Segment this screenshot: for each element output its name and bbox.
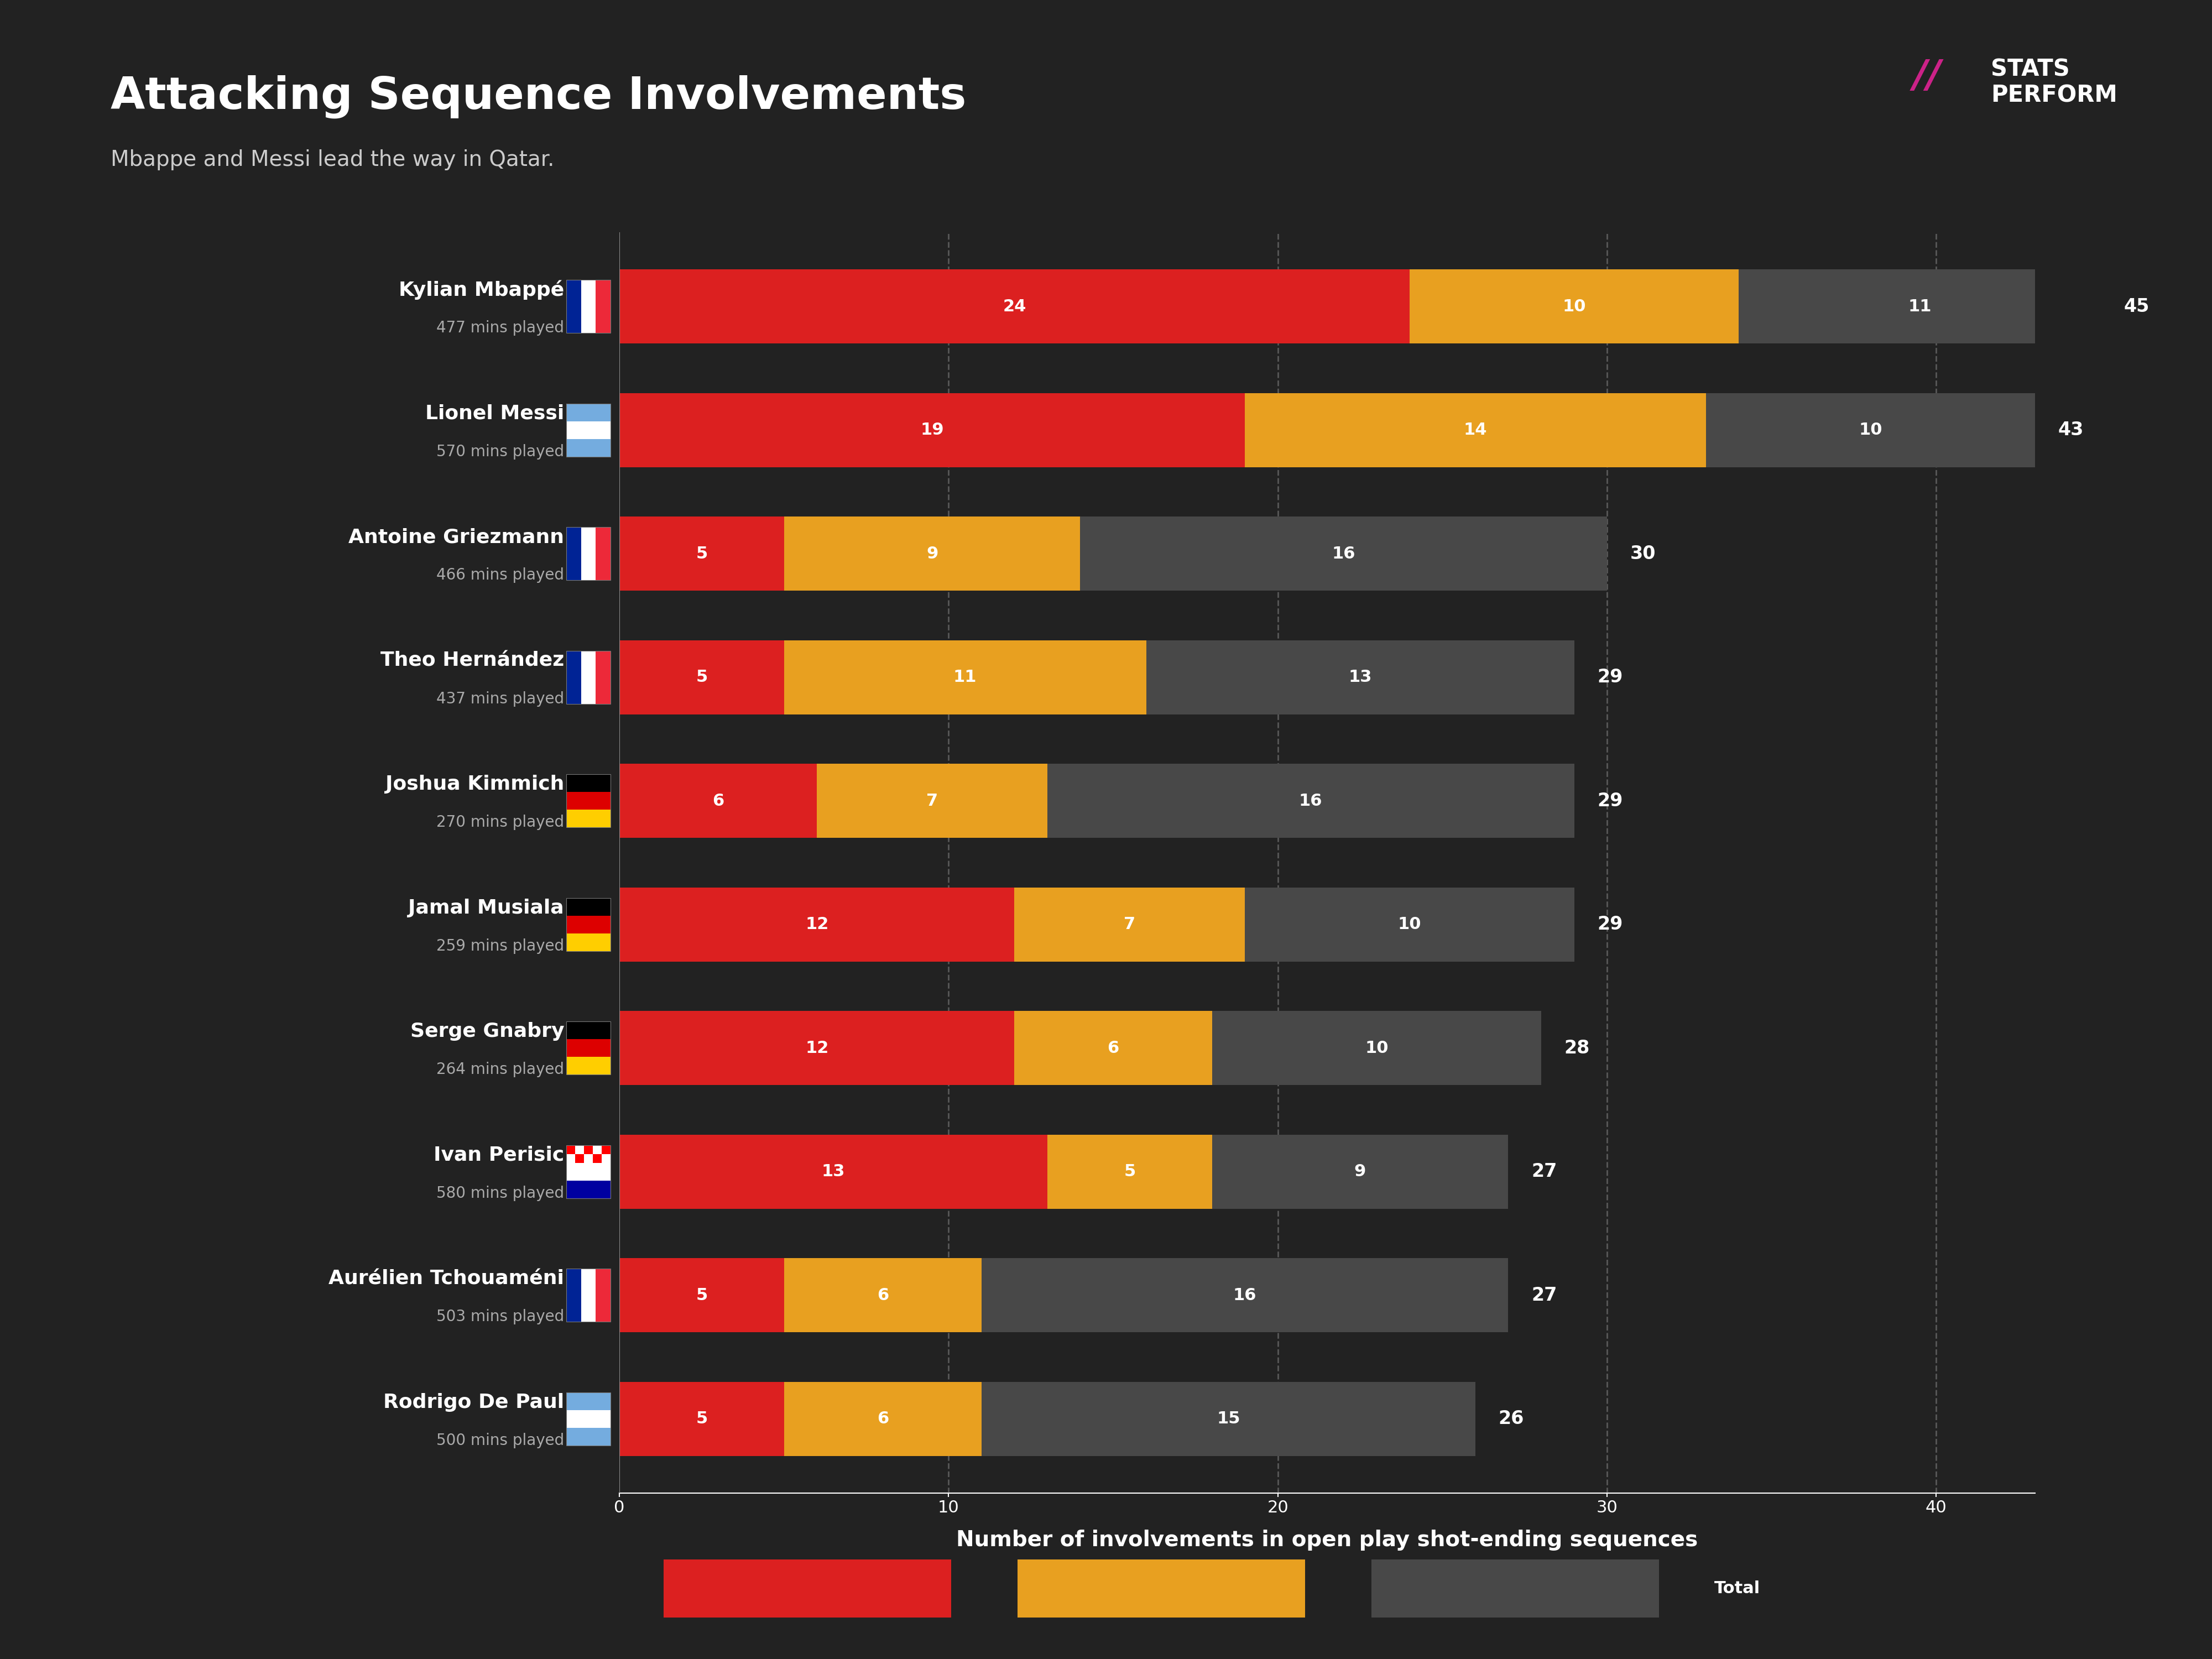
Text: 570 mins played: 570 mins played: [436, 445, 564, 460]
Bar: [619, 1135, 1046, 1209]
Text: 5: 5: [697, 1287, 708, 1304]
Bar: [619, 269, 1409, 343]
Text: 437 mins played: 437 mins played: [436, 692, 564, 707]
Text: 9: 9: [927, 546, 938, 562]
Text: STATS
PERFORM: STATS PERFORM: [1991, 58, 2117, 108]
Text: 16: 16: [1298, 793, 1323, 810]
Bar: [783, 1258, 982, 1332]
Text: Rodrigo De Paul: Rodrigo De Paul: [383, 1394, 564, 1412]
Text: Kylian Mbappé: Kylian Mbappé: [398, 280, 564, 300]
Bar: [619, 640, 783, 715]
Text: Jamal Musiala: Jamal Musiala: [409, 899, 564, 917]
Text: Theo Hernández: Theo Hernández: [380, 652, 564, 670]
Text: 503 mins played: 503 mins played: [436, 1309, 564, 1324]
Bar: [619, 1382, 783, 1457]
Bar: [816, 763, 1046, 838]
Text: 27: 27: [1531, 1286, 1557, 1304]
Text: 10: 10: [1398, 916, 1422, 932]
Text: 264 mins played: 264 mins played: [436, 1062, 564, 1077]
Text: Serge Gnabry: Serge Gnabry: [409, 1022, 564, 1040]
Text: 500 mins played: 500 mins played: [436, 1433, 564, 1448]
Bar: [1245, 393, 1705, 468]
Text: 5: 5: [697, 546, 708, 562]
Bar: [619, 393, 1245, 468]
Bar: [1015, 1010, 1212, 1085]
Text: Aurélien Tchouaméni: Aurélien Tchouaméni: [330, 1269, 564, 1287]
Text: Joshua Kimmich: Joshua Kimmich: [385, 775, 564, 793]
Text: 24: 24: [1002, 299, 1026, 315]
Text: 12: 12: [805, 1040, 830, 1057]
Text: 6: 6: [1108, 1040, 1119, 1057]
Text: 29: 29: [1597, 669, 1624, 687]
Bar: [1705, 393, 2035, 468]
Text: Chance created: Chance created: [1088, 1581, 1234, 1596]
Bar: [783, 516, 1079, 591]
Text: 11: 11: [1909, 299, 1931, 315]
Text: 19: 19: [920, 421, 945, 438]
Text: Build up to shot: Build up to shot: [1440, 1581, 1590, 1596]
Text: 13: 13: [821, 1163, 845, 1180]
Bar: [982, 1258, 1509, 1332]
Text: 12: 12: [805, 916, 830, 932]
Text: 466 mins played: 466 mins played: [436, 567, 564, 582]
Bar: [1409, 269, 1739, 343]
Text: 29: 29: [1597, 916, 1624, 934]
Text: 45: 45: [2124, 297, 2150, 315]
Text: 43: 43: [2057, 421, 2084, 440]
Text: 10: 10: [1365, 1040, 1389, 1057]
Bar: [619, 1258, 783, 1332]
Text: 13: 13: [1349, 669, 1371, 685]
Bar: [1015, 888, 1245, 962]
Text: 9: 9: [1354, 1163, 1367, 1180]
Text: 10: 10: [1562, 299, 1586, 315]
Text: 5: 5: [697, 1410, 708, 1427]
Bar: [1046, 1135, 1212, 1209]
Text: Antoine Griezmann: Antoine Griezmann: [349, 528, 564, 546]
Text: 6: 6: [712, 793, 723, 810]
Text: 30: 30: [1630, 544, 1657, 562]
Bar: [619, 1010, 1015, 1085]
X-axis label: Number of involvements in open play shot-ending sequences: Number of involvements in open play shot…: [956, 1530, 1699, 1551]
Text: Ivan Perisic: Ivan Perisic: [434, 1146, 564, 1165]
Bar: [619, 763, 816, 838]
Text: 16: 16: [1332, 546, 1356, 562]
Text: 6: 6: [876, 1410, 889, 1427]
Text: 7: 7: [927, 793, 938, 810]
Text: 6: 6: [876, 1287, 889, 1304]
Bar: [1079, 516, 1608, 591]
Text: //: //: [1913, 58, 1942, 95]
Text: 270 mins played: 270 mins played: [436, 815, 564, 830]
Bar: [1212, 1135, 1509, 1209]
Text: Shot: Shot: [785, 1581, 830, 1596]
Text: 28: 28: [1564, 1039, 1590, 1057]
Bar: [783, 1382, 982, 1457]
Bar: [1046, 763, 1575, 838]
Text: 16: 16: [1232, 1287, 1256, 1304]
Text: 11: 11: [953, 669, 978, 685]
Text: 29: 29: [1597, 791, 1624, 810]
Text: 15: 15: [1217, 1410, 1241, 1427]
Text: 5: 5: [697, 669, 708, 685]
Text: Mbappe and Messi lead the way in Qatar.: Mbappe and Messi lead the way in Qatar.: [111, 149, 555, 171]
Text: 477 mins played: 477 mins played: [436, 320, 564, 335]
Bar: [982, 1382, 1475, 1457]
Bar: [1212, 1010, 1542, 1085]
Text: 14: 14: [1464, 421, 1486, 438]
Bar: [1739, 269, 2101, 343]
Bar: [619, 516, 783, 591]
Text: Attacking Sequence Involvements: Attacking Sequence Involvements: [111, 75, 967, 118]
Text: 10: 10: [1858, 421, 1882, 438]
Text: Total: Total: [1714, 1581, 1761, 1596]
Text: Lionel Messi: Lionel Messi: [425, 405, 564, 423]
Bar: [783, 640, 1146, 715]
Bar: [1146, 640, 1575, 715]
Bar: [1245, 888, 1575, 962]
Text: 5: 5: [1124, 1163, 1135, 1180]
Text: 27: 27: [1531, 1163, 1557, 1181]
Bar: [619, 888, 1015, 962]
Text: 7: 7: [1124, 916, 1135, 932]
Text: 26: 26: [1498, 1410, 1524, 1428]
Text: 580 mins played: 580 mins played: [436, 1186, 564, 1201]
Text: 259 mins played: 259 mins played: [436, 939, 564, 954]
